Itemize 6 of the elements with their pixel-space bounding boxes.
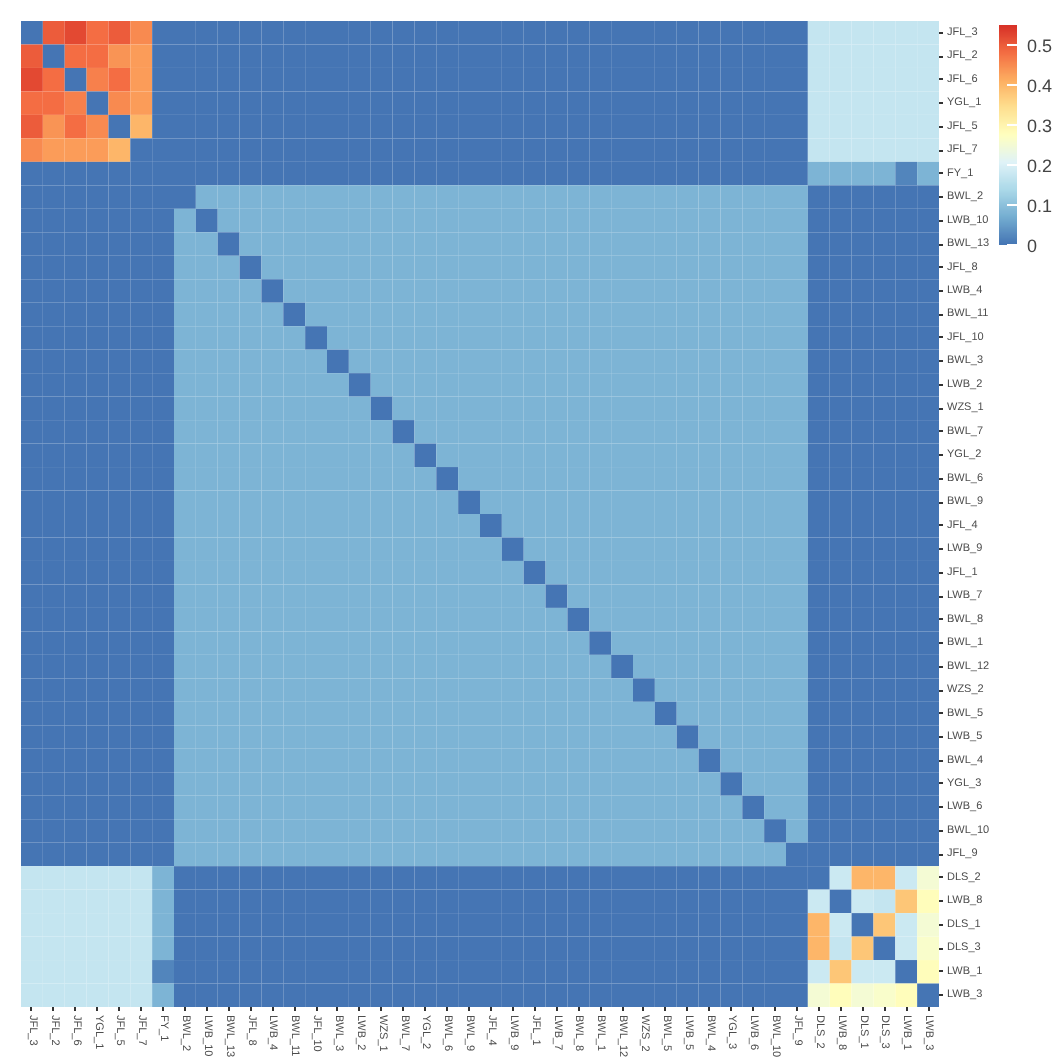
color-bar-label: 0.2 bbox=[1027, 156, 1053, 176]
color-bar-label: 0.1 bbox=[1027, 196, 1053, 216]
color-bar-label: 0.3 bbox=[1027, 116, 1053, 136]
color-bar-label: 0.5 bbox=[1027, 36, 1053, 56]
color-bar-label: 0 bbox=[1027, 236, 1038, 256]
color-bar-label: 0.4 bbox=[1027, 76, 1053, 96]
